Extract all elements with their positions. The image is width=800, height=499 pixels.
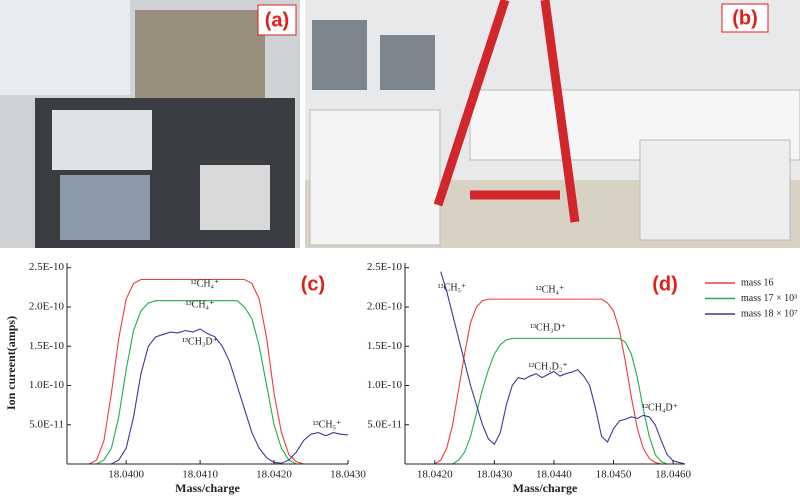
annotation: ¹²CH₄⁺ <box>191 278 220 289</box>
legend-label: mass 18 × 10⁷ <box>741 308 798 319</box>
data-line <box>67 328 349 465</box>
y-axis-label: Ion cureent(amps) <box>4 316 18 410</box>
photo-window <box>380 35 435 90</box>
photo-window <box>312 20 367 90</box>
y-tick-label: 2.0E-10 <box>367 301 403 313</box>
photo-pumps <box>200 165 270 230</box>
photo-label: (b) <box>732 7 758 29</box>
x-tick-label: 18.0420 <box>256 469 292 481</box>
x-tick-label: 18.0420 <box>417 469 453 481</box>
y-tick-label: 1.5E-10 <box>29 340 65 352</box>
y-tick-label: 2.5E-10 <box>367 261 403 273</box>
photo-apparatus <box>135 10 265 100</box>
data-line <box>67 278 348 465</box>
photo-hood <box>469 89 800 161</box>
photo-b: (b) <box>305 0 800 248</box>
x-tick-label: 18.0430 <box>330 469 366 481</box>
y-tick-label: 2.5E-10 <box>29 261 65 273</box>
annotation: ¹³CH₄⁺ <box>186 299 215 310</box>
y-tick-label: 1.0E-10 <box>29 379 65 391</box>
annotation: ¹²CH₂D₂⁺ <box>528 361 567 372</box>
annotation: ¹²CH₄D⁺ <box>642 402 678 413</box>
annotation: ¹³CH₃D⁺ <box>182 336 218 347</box>
data-line <box>440 271 686 465</box>
photo-panel <box>52 110 152 170</box>
y-tick-label: 1.0E-10 <box>367 379 403 391</box>
photo-label-box <box>721 3 769 33</box>
x-tick-label: 18.0430 <box>476 469 512 481</box>
annotation: ¹²CH₄⁺ <box>536 284 565 295</box>
y-tick-label: 5.0E-11 <box>29 418 64 430</box>
annotation: ¹³CH₅⁺ <box>313 419 342 430</box>
x-tick-label: 18.0410 <box>182 469 218 481</box>
y-tick-label: 5.0E-11 <box>367 418 402 430</box>
panel-label: (c) <box>301 273 325 295</box>
x-tick-label: 18.0440 <box>536 469 572 481</box>
x-tick-label: 18.0400 <box>108 469 144 481</box>
y-tick-label: 1.5E-10 <box>367 340 403 352</box>
legend-label: mass 17 × 10³ <box>741 293 797 304</box>
photo-label-box <box>257 4 297 36</box>
x-axis-label: Mass/charge <box>513 481 578 495</box>
photo-label: (a) <box>265 9 289 31</box>
photo-wiring <box>60 175 150 240</box>
x-tick-label: 18.0460 <box>655 469 691 481</box>
data-line <box>405 298 685 465</box>
legend-label: mass 16 <box>741 277 774 288</box>
photo-instrument <box>0 0 130 95</box>
annotation: ¹³CH₃D⁺ <box>530 322 566 333</box>
annotation: ¹³CH₅⁺ <box>438 282 467 293</box>
x-tick-label: 18.0450 <box>596 469 632 481</box>
y-tick-label: 2.0E-10 <box>29 301 65 313</box>
photo-a: (a) <box>0 0 300 248</box>
photo-crane <box>433 0 580 223</box>
photo-bench <box>309 109 441 246</box>
panel-label: (d) <box>652 273 678 295</box>
x-axis-label: Mass/charge <box>175 481 240 495</box>
photo-cabinet <box>639 139 791 241</box>
